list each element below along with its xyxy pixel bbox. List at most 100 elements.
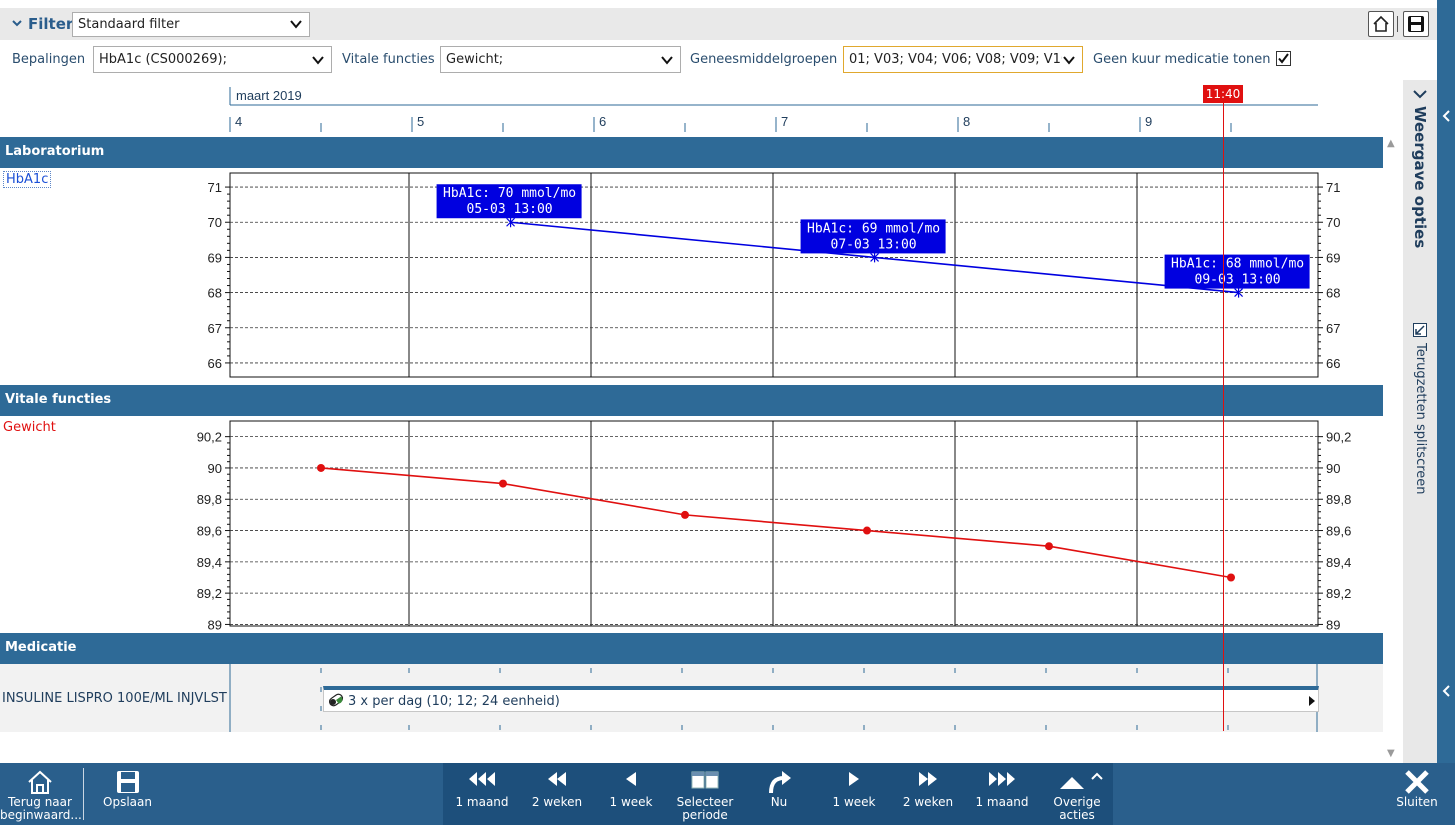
back-2weeks-button[interactable]: 2 weken — [520, 763, 594, 825]
annotation-value: HbA1c: 70 mmol/mo — [443, 186, 576, 201]
arrow-right-icon — [1309, 696, 1315, 706]
geen-kuur-checkbox[interactable] — [1276, 51, 1291, 66]
y-tick-label-left: 71 — [208, 180, 222, 195]
geen-kuur-label: Geen kuur medicatie tonen — [1093, 52, 1271, 67]
vitale-functies-value: Gewicht; — [446, 52, 504, 67]
annotation-date: 05-03 13:00 — [467, 202, 553, 217]
month-label: maart 2019 — [236, 88, 302, 103]
y-tick-label-right: 89 — [1326, 617, 1340, 632]
weergave-opties-label[interactable]: Weergave opties — [1411, 106, 1429, 249]
day-label: 7 — [781, 114, 788, 129]
fwd-2weeks-button[interactable]: 2 weken — [891, 763, 965, 825]
now-button-label: Nu — [770, 795, 788, 809]
triple-arrow-right-icon — [989, 772, 1015, 786]
chevron-down-icon[interactable] — [12, 18, 22, 28]
data-point[interactable] — [1045, 542, 1053, 551]
geneesmiddelgroepen-value: 01; V03; V04; V06; V08; V09; V10; — [849, 52, 1074, 67]
save-filter-button[interactable] — [1403, 11, 1429, 37]
section-medicatie[interactable]: Medicatie — [0, 633, 1383, 664]
filter-preset-value: Standaard filter — [78, 17, 180, 32]
chevron-down-icon — [1062, 53, 1076, 67]
now-button[interactable]: Nu — [742, 763, 816, 825]
day-label: 4 — [235, 114, 242, 129]
home-filter-button[interactable] — [1368, 11, 1394, 37]
terugzetten-splitscreen-label[interactable]: Terugzetten splitscreen — [1413, 343, 1428, 495]
y-tick-label-left: 89 — [208, 617, 222, 632]
series-label-gewicht[interactable]: Gewicht — [3, 420, 56, 435]
fwd-month-button[interactable]: 1 maand — [965, 763, 1039, 825]
data-point[interactable] — [1227, 573, 1235, 582]
y-tick-label-right: 70 — [1326, 215, 1340, 230]
y-tick-label-left: 66 — [208, 356, 222, 371]
y-tick-label-left: 89,8 — [197, 492, 222, 507]
section-laboratorium[interactable]: Laboratorium — [0, 137, 1383, 168]
home-button[interactable]: Terug naar beginwaard... — [0, 763, 82, 825]
series-label-hba1c[interactable]: HbA1c — [3, 171, 52, 188]
restore-split-icon[interactable] — [1413, 323, 1427, 337]
y-tick-label-right: 89,8 — [1326, 492, 1351, 507]
annotation-box — [436, 184, 582, 219]
toolbar-separator — [83, 768, 84, 820]
double-arrow-right-icon — [919, 772, 937, 786]
other-actions-button[interactable]: Overige acties — [1040, 763, 1114, 825]
pill-icon — [328, 693, 344, 707]
y-tick-label-right: 89,4 — [1326, 555, 1351, 570]
data-point[interactable] — [681, 510, 689, 519]
close-button[interactable]: Sluiten — [1385, 763, 1449, 825]
time-axis: maart 2019 4 5 6 7 8 9 — [229, 87, 1318, 132]
double-arrow-left-icon — [548, 772, 566, 786]
calendar-icon — [691, 771, 719, 789]
y-tick-label-left: 67 — [208, 321, 222, 336]
data-point[interactable] — [317, 463, 325, 472]
other-actions-label: Overige acties — [1053, 795, 1101, 822]
scroll-up-arrow[interactable]: ▲ — [1387, 138, 1395, 149]
geneesmiddelgroepen-select[interactable]: 01; V03; V04; V06; V08; V09; V10; — [843, 46, 1083, 73]
data-point[interactable] — [870, 252, 880, 263]
y-tick-label-right: 89,2 — [1326, 586, 1351, 601]
back-week-label: 1 week — [609, 795, 653, 809]
data-point[interactable] — [1234, 287, 1244, 298]
gewicht-chart: 90,2 90,2 90 90 89,8 89,8 89,6 89,6 89,4 89,4 89,2… — [197, 420, 1351, 632]
data-point[interactable] — [506, 217, 516, 228]
toolbar-divider — [1397, 16, 1398, 32]
medication-name[interactable]: INSULINE LISPRO 100E/ML INJVLST — [2, 691, 227, 706]
triangle-up-icon — [1059, 772, 1103, 789]
filter-bar: Filter Standaard filter — [0, 8, 1438, 40]
chevron-down-icon[interactable] — [1413, 89, 1427, 99]
bepalingen-value: HbA1c (CS000269); — [99, 52, 227, 67]
floppy-disk-icon — [116, 771, 139, 793]
y-tick-label-left: 68 — [208, 286, 222, 301]
chevron-left-icon[interactable] — [1442, 110, 1450, 122]
bepalingen-label: Bepalingen — [12, 52, 86, 67]
side-panel: Weergave opties Terugzetten splitscreen — [1403, 80, 1437, 763]
home-icon — [1373, 15, 1389, 32]
hba1c-chart: 71 71 70 70 69 69 68 68 67 67 66 66 HbA1c: 70 mmol/m… — [208, 172, 1340, 378]
y-tick-label-right: 69 — [1326, 250, 1340, 265]
home-icon — [28, 770, 52, 794]
filter-title[interactable]: Filter — [28, 15, 74, 33]
chevron-left-icon[interactable] — [1442, 685, 1450, 697]
day-label: 8 — [963, 114, 970, 129]
data-point[interactable] — [499, 479, 507, 488]
back-week-button[interactable]: 1 week — [594, 763, 668, 825]
triple-arrow-left-icon — [469, 772, 495, 786]
chevron-down-icon — [661, 56, 673, 65]
save-button[interactable]: Opslaan — [90, 763, 165, 825]
y-tick-label-left: 89,4 — [197, 555, 222, 570]
annotation-value: HbA1c: 68 mmol/mo — [1171, 257, 1304, 272]
filter-preset-select[interactable]: Standaard filter — [72, 12, 310, 37]
section-vitale-functies[interactable]: Vitale functies — [0, 385, 1383, 416]
back-month-button[interactable]: 1 maand — [445, 763, 519, 825]
scroll-down-arrow[interactable]: ▼ — [1387, 748, 1395, 759]
arrow-left-icon — [626, 772, 636, 786]
fwd-week-button[interactable]: 1 week — [817, 763, 891, 825]
annotation-box — [1164, 254, 1310, 289]
bepalingen-select[interactable]: HbA1c (CS000269); — [93, 46, 332, 73]
vitale-functies-select[interactable]: Gewicht; — [440, 46, 681, 73]
select-period-button[interactable]: Selecteer periode — [668, 763, 742, 825]
medication-bar[interactable]: 3 x per dag (10; 12; 24 eenheid) — [323, 686, 1319, 712]
data-point[interactable] — [863, 526, 871, 535]
